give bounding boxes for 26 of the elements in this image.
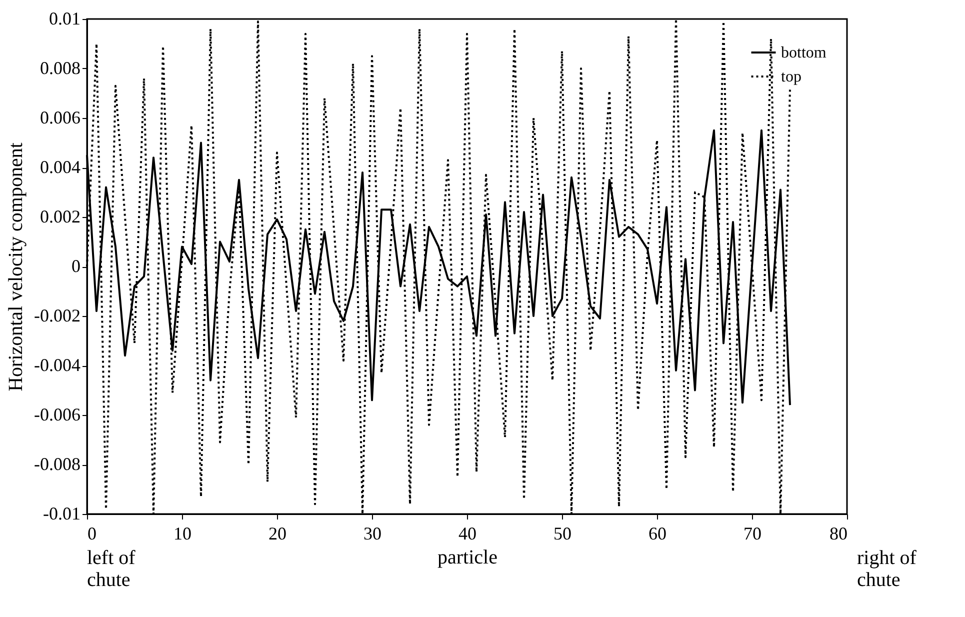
y-tick-label: -0.002: [34, 306, 80, 326]
x-tick-label: 10: [174, 524, 192, 544]
y-tick-label: -0.008: [34, 454, 80, 474]
text: right of chute: [857, 547, 917, 591]
y-axis-title: Horizontal velocity component: [5, 142, 28, 392]
x-tick-label: 20: [268, 524, 286, 544]
x-tick-label: 80: [830, 524, 848, 544]
legend-label: bottom: [781, 44, 827, 62]
x-tick-label: 40: [458, 524, 476, 544]
text: left of chute: [87, 547, 136, 591]
x-tick-label: 50: [554, 524, 572, 544]
y-tick-label: -0.004: [34, 355, 80, 375]
x-tick-label: 60: [648, 524, 666, 544]
x-axis-title: particle: [438, 546, 498, 568]
legend-label: top: [781, 68, 802, 86]
y-tick-label: -0.01: [43, 504, 80, 524]
y-tick-label: 0.006: [40, 108, 80, 128]
y-tick-label: 0: [72, 256, 80, 276]
y-tick-label: 0.002: [40, 206, 80, 226]
y-tick-label: 0.008: [40, 58, 80, 78]
y-tick-label: -0.006: [34, 404, 80, 424]
x-tick-label: 0: [88, 524, 96, 544]
x-tick-label: 30: [364, 524, 382, 544]
x-tick-label: 70: [744, 524, 762, 544]
y-tick-label: 0.004: [40, 157, 80, 177]
y-tick-label: 0.01: [49, 8, 80, 28]
